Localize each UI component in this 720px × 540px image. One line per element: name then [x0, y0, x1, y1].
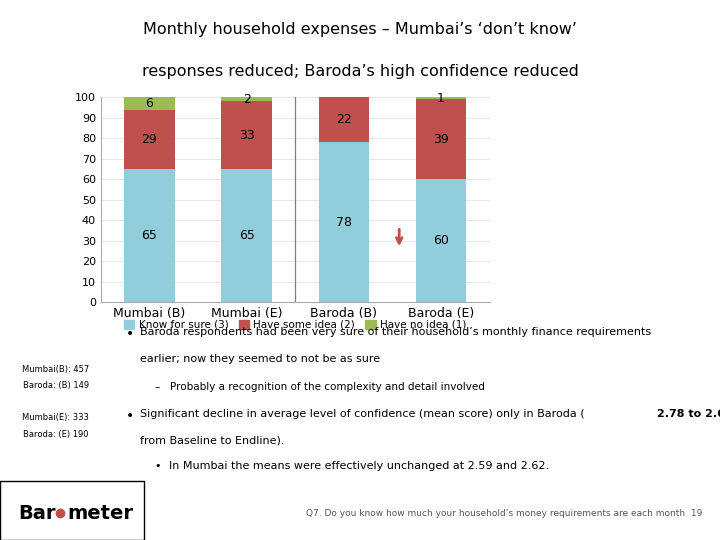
Text: In Mumbai the means were effectively unchanged at 2.59 and 2.62.: In Mumbai the means were effectively unc… [169, 461, 549, 471]
FancyBboxPatch shape [0, 481, 144, 540]
Text: 22: 22 [336, 113, 351, 126]
Text: Q7. Do you know how much your household’s money requirements are each month  19: Q7. Do you know how much your household’… [305, 509, 702, 518]
Text: •: • [126, 409, 134, 423]
Text: 2: 2 [243, 93, 251, 106]
Text: Mumbai(E): 333: Mumbai(E): 333 [22, 414, 89, 422]
Text: responses reduced; Baroda’s high confidence reduced: responses reduced; Baroda’s high confide… [142, 64, 578, 79]
Text: Significant decline in average level of confidence (mean score) only in Baroda (: Significant decline in average level of … [140, 409, 585, 420]
Text: –   Probably a recognition of the complexity and detail involved: – Probably a recognition of the complexi… [155, 382, 485, 392]
Text: 65: 65 [238, 229, 255, 242]
Bar [221, 169, 272, 302]
Bar [318, 97, 369, 143]
Bar [221, 102, 272, 169]
Text: 33: 33 [239, 129, 254, 141]
Bar [415, 99, 467, 179]
Bar [415, 97, 467, 99]
Text: Bar: Bar [18, 504, 55, 523]
Text: 29: 29 [142, 133, 157, 146]
Text: 65: 65 [141, 229, 158, 242]
Bar [415, 179, 467, 302]
Text: 6: 6 [145, 97, 153, 110]
Text: 2.78 to 2.60: 2.78 to 2.60 [657, 409, 720, 420]
Text: 78: 78 [336, 216, 352, 229]
Text: 39: 39 [433, 133, 449, 146]
Text: Monthly household expenses – Mumbai’s ‘don’t know’: Monthly household expenses – Mumbai’s ‘d… [143, 22, 577, 37]
Bar [124, 97, 175, 110]
Text: Baroda: (E) 190: Baroda: (E) 190 [23, 430, 89, 438]
Text: •: • [155, 461, 161, 471]
Text: 60: 60 [433, 234, 449, 247]
Bar [124, 169, 175, 302]
Text: Baroda respondents had been very sure of their household’s monthly finance requi: Baroda respondents had been very sure of… [140, 327, 652, 337]
Bar [221, 97, 272, 102]
Bar [124, 110, 175, 169]
Text: •: • [126, 327, 134, 341]
Text: from Baseline to Endline).: from Baseline to Endline). [140, 435, 285, 445]
Legend: Know for sure (3), Have some idea (2), Have no idea (1): Know for sure (3), Have some idea (2), H… [120, 316, 471, 334]
Text: 1: 1 [437, 92, 445, 105]
Text: meter: meter [68, 504, 134, 523]
Text: earlier; now they seemed to not be as sure: earlier; now they seemed to not be as su… [140, 354, 381, 364]
Text: Mumbai(B): 457: Mumbai(B): 457 [22, 365, 89, 374]
Text: Baroda: (B) 149: Baroda: (B) 149 [23, 381, 89, 390]
Bar [318, 143, 369, 302]
